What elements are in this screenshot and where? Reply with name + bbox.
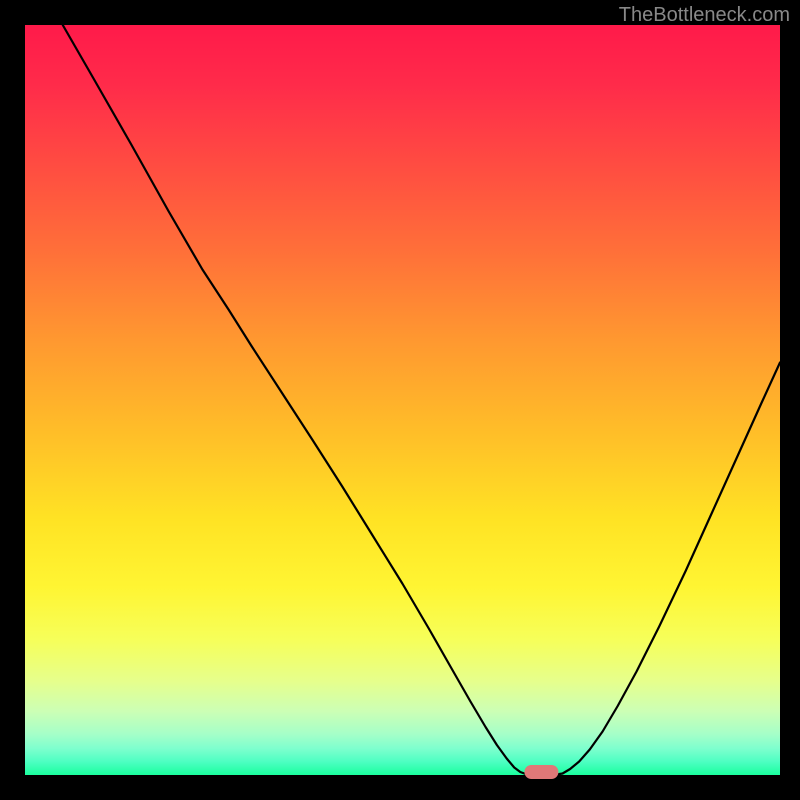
watermark-text: TheBottleneck.com	[619, 4, 790, 27]
chart-svg	[0, 0, 800, 800]
optimal-marker	[524, 765, 558, 779]
plot-background	[25, 25, 780, 775]
bottleneck-chart: TheBottleneck.com	[0, 0, 800, 800]
